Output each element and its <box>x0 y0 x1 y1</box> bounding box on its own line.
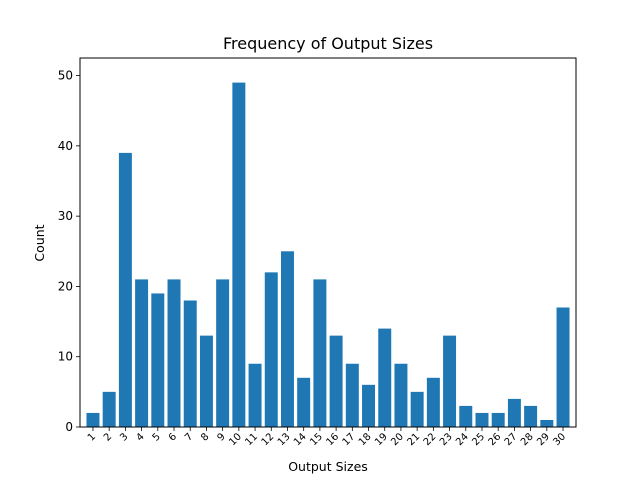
x-tick-label: 1 <box>86 431 98 443</box>
y-tick-label: 20 <box>58 279 73 293</box>
x-tick-label: 26 <box>487 431 504 448</box>
x-tick-label: 5 <box>151 431 163 443</box>
x-tick-label: 22 <box>422 431 439 448</box>
y-tick-label: 0 <box>65 420 73 434</box>
bar-2 <box>102 391 116 427</box>
x-tick-label: 20 <box>389 431 406 448</box>
y-tick-label: 50 <box>58 69 73 83</box>
x-tick-label: 14 <box>292 431 309 448</box>
x-tick-label: 3 <box>118 431 130 443</box>
bar-3 <box>118 152 132 427</box>
x-tick-label: 2 <box>102 431 114 443</box>
bars-group <box>86 82 570 427</box>
x-tick-label: 25 <box>470 431 487 448</box>
plot-frame <box>79 57 577 428</box>
chart-title: Frequency of Output Sizes <box>223 34 433 53</box>
bar-4 <box>135 279 149 427</box>
bar-13 <box>280 251 294 427</box>
x-tick-label: 4 <box>134 431 146 443</box>
x-axis-label: Output Sizes <box>288 459 368 474</box>
bar-7 <box>183 300 197 427</box>
x-tick-label: 8 <box>199 431 211 443</box>
x-tick-label: 17 <box>341 431 358 448</box>
x-tick-label: 30 <box>551 431 568 448</box>
y-tick-label: 10 <box>58 350 73 364</box>
x-tick-label: 28 <box>519 431 536 448</box>
y-axis-label: Count <box>32 224 47 261</box>
x-tick-label: 11 <box>243 431 260 448</box>
x-tick-label: 13 <box>276 431 293 448</box>
x-tick-label: 12 <box>260 431 277 448</box>
x-tick-label: 10 <box>227 431 244 448</box>
y-tick-label: 30 <box>58 209 73 223</box>
bar-26 <box>491 412 505 427</box>
x-tick-label: 16 <box>324 431 341 448</box>
bar-20 <box>394 363 408 427</box>
bar-16 <box>329 335 343 427</box>
bar-29 <box>540 419 554 427</box>
bar-28 <box>524 405 538 427</box>
bar-22 <box>426 377 440 427</box>
bar-23 <box>443 335 457 427</box>
x-tick-label: 7 <box>183 431 195 443</box>
bar-9 <box>216 279 230 427</box>
bar-10 <box>232 82 246 427</box>
bar-6 <box>167 279 181 427</box>
bar-27 <box>507 398 521 427</box>
bar-5 <box>151 293 165 427</box>
bar-17 <box>345 363 359 427</box>
bar-19 <box>378 328 392 427</box>
y-axis: 0 10 20 30 40 50 <box>58 69 80 434</box>
y-tick-label: 40 <box>58 139 73 153</box>
x-tick-label: 21 <box>405 431 422 448</box>
x-tick-label: 6 <box>167 431 179 443</box>
bar-11 <box>248 363 262 427</box>
bar-25 <box>475 412 489 427</box>
x-tick-label: 19 <box>373 431 390 448</box>
x-tick-label: 18 <box>357 431 374 448</box>
bar-21 <box>410 391 424 427</box>
bar-30 <box>556 307 570 427</box>
bar-24 <box>459 405 473 427</box>
x-tick-label: 23 <box>438 431 455 448</box>
bar-8 <box>199 335 213 427</box>
x-tick-label: 15 <box>308 431 325 448</box>
bar-1 <box>86 412 100 427</box>
x-tick-label: 9 <box>215 431 227 443</box>
x-tick-label: 24 <box>454 431 471 448</box>
bar-12 <box>264 272 278 427</box>
bar-15 <box>313 279 327 427</box>
x-tick-label: 29 <box>535 431 552 448</box>
x-axis: 1 2 3 4 5 6 7 8 9 10 11 12 13 14 15 16 17 18 19 20 21 22 23 24 2… <box>86 427 568 448</box>
x-tick-label: 27 <box>503 431 520 448</box>
bar-18 <box>362 384 376 427</box>
bar-14 <box>297 377 311 427</box>
